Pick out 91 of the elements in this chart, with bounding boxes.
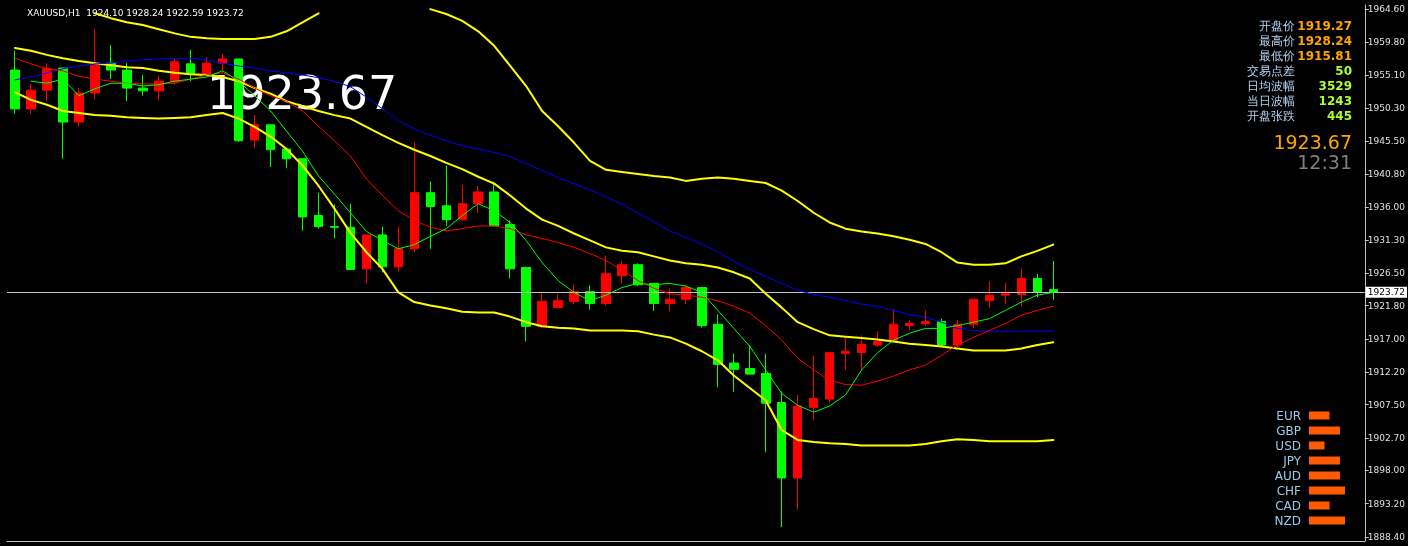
candlestick [601,255,611,307]
candlestick [1001,282,1010,305]
candlestick [26,83,36,115]
text: 最高价 [1259,34,1295,48]
y-tick-label: NZD [1274,513,1301,528]
candlestick [841,336,850,371]
y-tick-label: CHF [1276,483,1302,498]
text: 12:31 [1297,151,1352,173]
candlestick [394,226,403,273]
bar [1309,516,1345,525]
candlestick [1033,273,1042,298]
text: 1919.27 [1297,19,1352,33]
y-tick-label: 1926.50 [1367,268,1406,278]
candlestick [697,287,707,329]
y-tick-label: 1959.80 [1367,37,1406,48]
text: 50 [1335,64,1352,78]
candlestick [298,158,307,232]
text: 1243 [1318,94,1352,108]
y-tick-label: 1898.00 [1367,465,1406,476]
y-tick-label: 1917.00 [1367,333,1406,344]
y-tick-label: 1893.20 [1367,498,1406,509]
text: 开盘张跌 [1247,109,1295,123]
y-tick-label: 1921.80 [1367,300,1406,311]
y-tick-label: 1912.20 [1367,367,1406,378]
text: 3529 [1318,79,1352,93]
candlestick [458,184,467,221]
candlestick [985,280,994,309]
text: 当日波幅 [1247,94,1295,108]
y-tick-label: 1936.00 [1367,202,1406,213]
candlestick [426,181,435,250]
bar [1309,486,1345,495]
candlestick [921,309,930,327]
text: 最低价 [1259,49,1295,63]
candlestick [362,234,371,284]
bar [1309,501,1330,510]
candlestick [138,74,148,97]
y-tick-label: EUR [1276,408,1301,423]
y-tick-label: 1888.40 [1367,531,1406,542]
text: 1928.24 [1297,34,1352,48]
candlestick [1017,268,1026,307]
candlestick [937,318,946,347]
candlestick [793,394,802,510]
candlestick [473,185,483,214]
bar [1309,411,1330,420]
candlestick [873,330,882,348]
y-tick-label: USD [1275,438,1301,453]
candlestick [729,352,739,393]
candlestick [505,219,515,280]
text: 1923.67 [1273,131,1352,153]
candlestick [617,260,627,284]
y-tick-label: CAD [1275,498,1301,513]
candlestick [10,50,20,115]
candlestick [521,266,531,343]
text: 开盘价 [1259,19,1295,33]
candlestick [905,319,914,331]
candlestick [489,181,499,227]
y-tick-label: 1964.60 [1367,4,1406,15]
y-tick-label: JPY [1282,453,1302,468]
text: 交易点差 [1247,64,1295,78]
y-tick-label: 1950.30 [1367,103,1406,114]
text: 1915.81 [1297,49,1352,63]
ref-line-label: 1923.72 [1367,287,1405,298]
bar [1309,471,1340,480]
candlestick [745,344,755,375]
bar [1309,441,1325,450]
y-tick-label: 1907.50 [1367,399,1406,410]
candlestick [553,293,563,309]
candlestick [346,203,355,271]
candlestick [537,293,547,329]
candlestick [857,334,866,371]
text: 445 [1326,109,1352,123]
candlestick [969,298,978,329]
y-tick-label: 1955.10 [1367,69,1406,80]
candlestick [330,203,339,239]
y-tick-label: AUD [1274,468,1301,483]
bar [1309,426,1340,435]
y-tick-label: 1931.30 [1367,234,1406,245]
y-tick-label: 1945.50 [1367,136,1406,147]
candlestick [713,314,723,388]
candlestick [889,309,898,343]
candlestick [665,287,675,312]
text: 日均波幅 [1247,79,1295,93]
candlestick [410,141,419,253]
bar [1309,456,1340,465]
candlestick [442,165,451,227]
candlestick [266,124,275,168]
y-tick-label: GBP [1276,423,1301,438]
y-tick-label: 1940.80 [1367,168,1406,179]
y-tick-label: 1902.70 [1367,432,1406,443]
candlestick [378,226,387,273]
candlestick [314,192,323,230]
